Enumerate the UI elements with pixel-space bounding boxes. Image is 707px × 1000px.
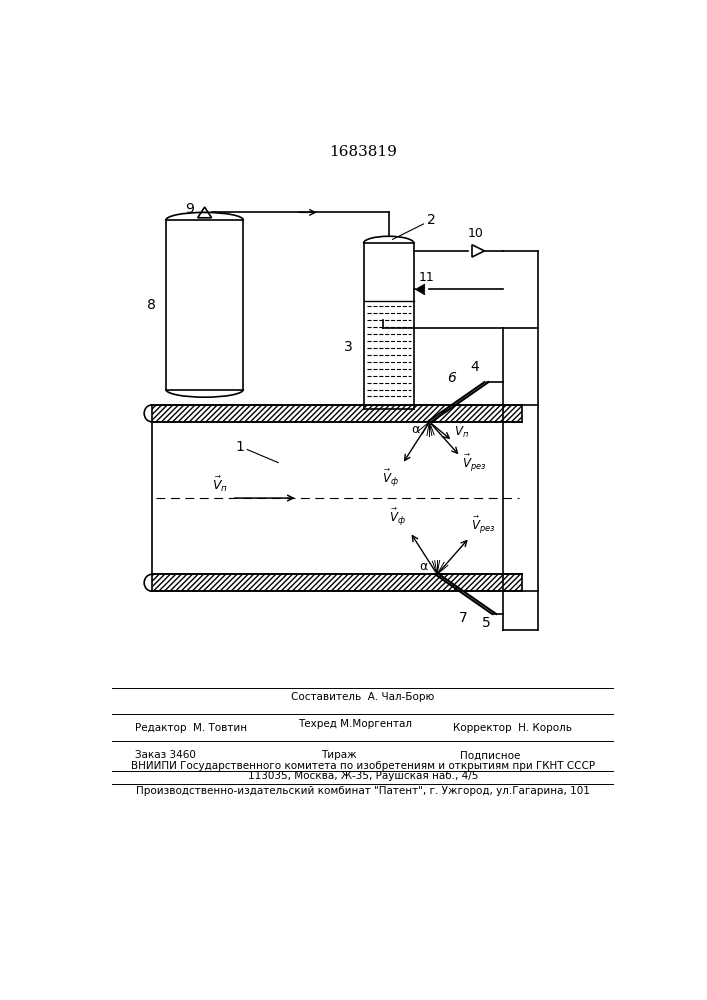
Text: 5: 5 xyxy=(482,616,491,630)
Text: Производственно-издательский комбинат "Патент", г. Ужгород, ул.Гагарина, 101: Производственно-издательский комбинат "П… xyxy=(136,786,590,796)
Text: 10: 10 xyxy=(468,227,484,240)
Text: $\vec{V}_ф$: $\vec{V}_ф$ xyxy=(382,468,398,489)
Text: 113035, Москва, Ж-35, Раушская наб., 4/5: 113035, Москва, Ж-35, Раушская наб., 4/5 xyxy=(247,771,478,781)
Bar xyxy=(152,574,522,591)
Polygon shape xyxy=(416,284,425,295)
Text: Техред М.Моргентал: Техред М.Моргентал xyxy=(298,719,411,729)
Text: 4: 4 xyxy=(471,360,479,374)
Text: $\vec{V}_{рез}$: $\vec{V}_{рез}$ xyxy=(462,453,486,474)
Text: Составитель  А. Чал-Борю: Составитель А. Чал-Борю xyxy=(291,692,434,702)
Text: Корректор  Н. Король: Корректор Н. Король xyxy=(452,723,572,733)
Text: Тираж: Тираж xyxy=(321,750,356,760)
Text: 6: 6 xyxy=(448,371,456,385)
Text: $\vec{V}_ф$: $\vec{V}_ф$ xyxy=(390,507,406,528)
Text: 1: 1 xyxy=(235,440,244,454)
Text: α: α xyxy=(411,423,419,436)
Text: 2: 2 xyxy=(427,213,436,227)
Bar xyxy=(152,405,522,422)
Text: $\vec{V}_п$: $\vec{V}_п$ xyxy=(454,420,469,440)
Text: 3: 3 xyxy=(344,340,352,354)
Text: 1683819: 1683819 xyxy=(329,145,397,159)
Text: ВНИИПИ Государственного комитета по изобретениям и открытиям при ГКНТ СССР: ВНИИПИ Государственного комитета по изоб… xyxy=(131,761,595,771)
Text: $\vec{V}_п$: $\vec{V}_п$ xyxy=(212,475,228,494)
Text: Редактор  М. Товтин: Редактор М. Товтин xyxy=(135,723,247,733)
Text: Заказ 3460: Заказ 3460 xyxy=(135,750,196,760)
Text: $\vec{V}_{рез}$: $\vec{V}_{рез}$ xyxy=(472,515,496,536)
Text: 11: 11 xyxy=(419,271,434,284)
Text: 9: 9 xyxy=(185,202,194,216)
Text: α: α xyxy=(419,560,427,573)
Text: 8: 8 xyxy=(148,298,156,312)
Text: 7: 7 xyxy=(459,611,467,625)
Text: Подписное: Подписное xyxy=(460,750,521,760)
